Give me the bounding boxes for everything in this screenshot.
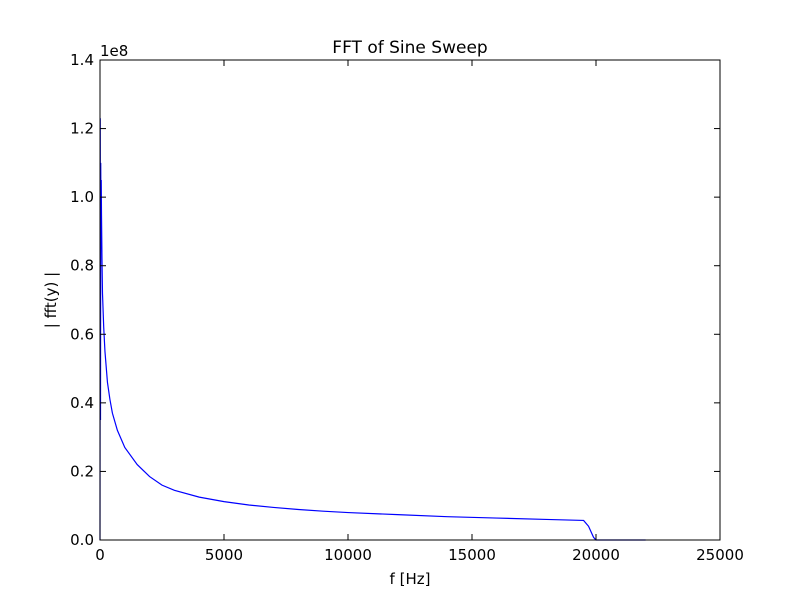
x-tick-label: 15000 <box>448 546 496 564</box>
y-axis-label: | fft(y) | <box>42 272 60 328</box>
plot-frame <box>99 59 721 541</box>
x-tick-label: 20000 <box>572 546 620 564</box>
x-tick-label: 0 <box>95 546 105 564</box>
y-tick-label: 0.6 <box>70 325 94 343</box>
series-line <box>99 118 646 541</box>
axis-tick-labels: 0 5000 10000 15000 20000 25000 0.0 0.2 0.4 0.6 0.8… <box>70 51 744 564</box>
y-tick-label: 0.0 <box>70 531 94 549</box>
x-tick-label: 10000 <box>324 546 372 564</box>
y-tick-label: 1.2 <box>70 120 94 138</box>
y-tick-label: 1.4 <box>70 51 94 69</box>
chart-title: FFT of Sine Sweep <box>332 38 487 58</box>
y-offset-label: 1e8 <box>100 42 128 60</box>
y-tick-label: 1.0 <box>70 188 94 206</box>
x-tick-label: 5000 <box>205 546 243 564</box>
y-tick-label: 0.4 <box>70 394 94 412</box>
y-tick-label: 0.2 <box>70 462 94 480</box>
x-axis-label: f [Hz] <box>390 570 431 588</box>
x-tick-label: 25000 <box>696 546 744 564</box>
y-tick-label: 0.8 <box>70 257 94 275</box>
